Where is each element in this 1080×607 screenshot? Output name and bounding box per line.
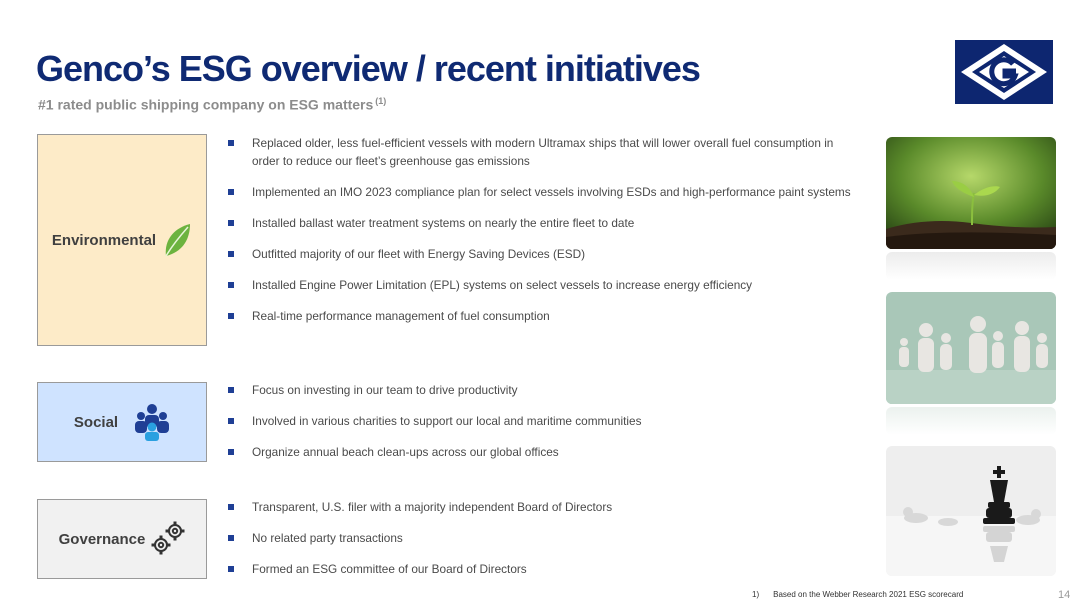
bullet-item: No related party transactions bbox=[228, 529, 852, 547]
bullet-item: Implemented an IMO 2023 compliance plan … bbox=[228, 183, 852, 201]
bullet-item: Organize annual beach clean-ups across o… bbox=[228, 443, 852, 461]
subtitle-footnote-ref: (1) bbox=[375, 96, 387, 106]
governance-category-box: Governance bbox=[37, 499, 207, 579]
bullet-item: Replaced older, less fuel-efficient vess… bbox=[228, 134, 852, 170]
footnote: 1) Based on the Webber Research 2021 ESG … bbox=[752, 590, 977, 599]
environmental-bullets: Replaced older, less fuel-efficient vess… bbox=[228, 134, 852, 325]
bullet-item: Transparent, U.S. filer with a majority … bbox=[228, 498, 852, 516]
governance-bullets: Transparent, U.S. filer with a majority … bbox=[228, 498, 852, 578]
footnote-number: 1) bbox=[752, 590, 760, 599]
social-category-box: Social bbox=[37, 382, 207, 462]
page-title: Genco’s ESG overview / recent initiative… bbox=[36, 48, 701, 89]
genco-logo bbox=[955, 40, 1053, 104]
page-number: 14 bbox=[1058, 589, 1071, 601]
environmental-label: Environmental bbox=[51, 231, 157, 249]
social-bullets: Focus on investing in our team to drive … bbox=[228, 381, 852, 461]
chess-king-photo bbox=[886, 446, 1056, 576]
paper-people-photo bbox=[886, 292, 1056, 404]
bullet-item: Installed ballast water treatment system… bbox=[228, 214, 852, 232]
subtitle-text: #1 rated public shipping company on ESG … bbox=[38, 96, 374, 113]
bullet-item: Real-time performance management of fuel… bbox=[228, 307, 852, 325]
people-group-icon bbox=[135, 404, 170, 441]
bullet-item: Installed Engine Power Limitation (EPL) … bbox=[228, 276, 852, 294]
governance-label: Governance bbox=[58, 530, 146, 548]
gears-icon bbox=[151, 521, 185, 555]
social-label: Social bbox=[73, 413, 119, 431]
page-subtitle: #1 rated public shipping company on ESG … bbox=[38, 96, 386, 113]
seedling-photo-reflection bbox=[886, 252, 1056, 280]
leaf-icon bbox=[165, 224, 191, 257]
bullet-item: Focus on investing in our team to drive … bbox=[228, 381, 852, 399]
footnote-text: Based on the Webber Research 2021 ESG sc… bbox=[773, 590, 964, 599]
seedling-photo bbox=[886, 137, 1056, 249]
environmental-category-box: Environmental bbox=[37, 134, 207, 346]
bullet-item: Formed an ESG committee of our Board of … bbox=[228, 560, 852, 578]
bullet-item: Outfitted majority of our fleet with Ene… bbox=[228, 245, 852, 263]
bullet-item: Involved in various charities to support… bbox=[228, 412, 852, 430]
paper-people-photo-reflection bbox=[886, 407, 1056, 435]
genco-g-diamond-logo-icon bbox=[961, 44, 1047, 100]
